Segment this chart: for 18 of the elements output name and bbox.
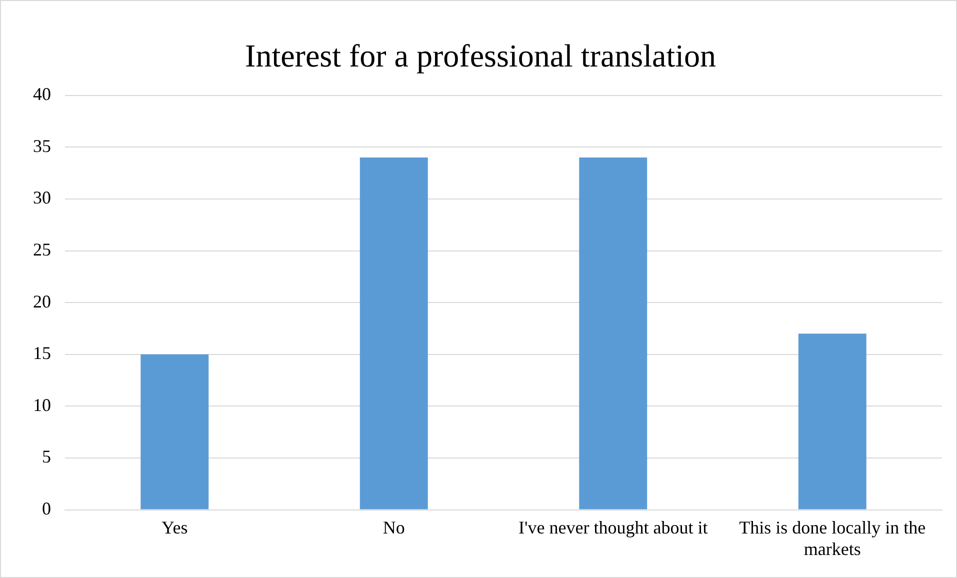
y-tick-label: 35 <box>33 136 51 156</box>
y-tick-label: 30 <box>33 188 51 208</box>
chart-title: Interest for a professional translation <box>245 38 716 74</box>
y-tick-label: 10 <box>33 394 51 415</box>
y-tick-label: 25 <box>33 240 51 260</box>
bar <box>798 334 866 510</box>
y-tick-label: 5 <box>42 446 51 467</box>
x-tick-label: No <box>382 517 405 538</box>
y-tick-label: 15 <box>33 343 51 364</box>
bar <box>140 354 209 510</box>
x-tick-label: This is done locally in the markets <box>739 517 926 559</box>
y-tick-label: 20 <box>33 291 51 312</box>
x-tick-label: Yes <box>162 517 188 538</box>
y-tick-label: 40 <box>33 84 51 104</box>
bar <box>360 158 428 510</box>
x-tick-label: I've never thought about it <box>518 517 708 538</box>
y-tick-label: 0 <box>42 498 51 519</box>
bar <box>579 158 648 510</box>
